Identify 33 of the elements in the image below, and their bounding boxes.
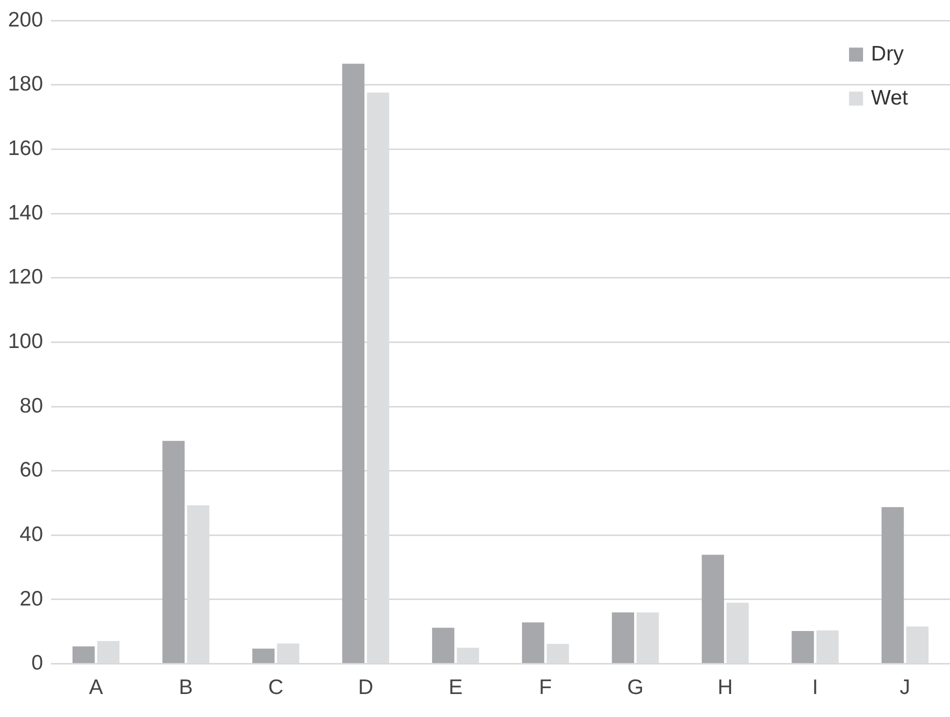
y-tick-label: 40 [20,522,44,546]
bar [72,646,95,664]
x-tick-label: F [539,676,552,700]
y-tick-label: 200 [8,8,44,32]
x-tick-label: B [178,676,193,700]
x-tick-label: H [718,676,733,700]
x-tick-label: G [627,676,644,700]
y-tick-label: 0 [31,652,44,675]
y-tick-label: 120 [8,266,44,289]
y-tick-label: 180 [8,72,44,96]
x-tick-label: J [900,676,910,700]
y-tick-label: 140 [8,201,44,224]
x-tick-label: A [88,676,103,700]
y-tick-label: 20 [20,587,44,610]
bar [162,440,185,664]
y-tick-label: 60 [20,458,44,482]
bar [432,628,454,664]
y-tick-label: 80 [20,394,44,418]
legend-label: Dry [871,42,904,66]
y-tick-label: 160 [8,137,44,160]
legend-label: Wet [871,86,908,110]
bar [792,630,814,664]
y-tick-label: 100 [8,330,44,353]
x-tick-label: D [358,676,374,700]
x-tick-label: C [268,676,284,700]
x-tick-label: E [448,676,463,700]
bar [252,648,275,664]
x-tick-label: I [812,676,818,700]
bar [702,554,724,664]
bar [342,64,364,664]
bar [522,622,544,664]
bar [612,612,634,664]
bar [882,507,904,664]
